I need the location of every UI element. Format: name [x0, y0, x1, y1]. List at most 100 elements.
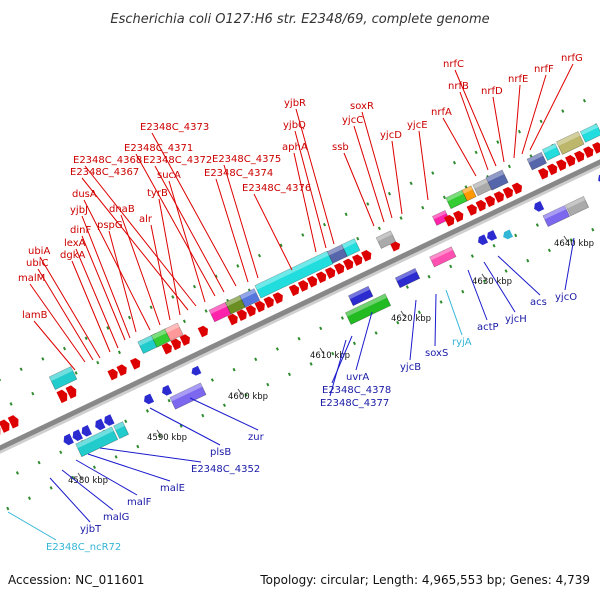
- gene-label-malf[interactable]: malF: [127, 497, 152, 508]
- gene-label-dnab[interactable]: dnaB: [109, 204, 135, 215]
- gene-arrow: [444, 210, 464, 227]
- gene-label-suca[interactable]: sucA: [157, 170, 181, 181]
- leader-male: [87, 453, 171, 482]
- gene-label-yjco[interactable]: yjcO: [555, 292, 577, 303]
- gene-label-plsb[interactable]: plsB: [210, 447, 231, 458]
- gene-label-acs[interactable]: acs: [530, 297, 547, 308]
- gene-box: [394, 268, 421, 289]
- gene-label-ssb[interactable]: ssb: [332, 142, 349, 153]
- gene-label-e2348c-4352[interactable]: E2348C_4352: [191, 464, 260, 475]
- gene-box: [348, 285, 374, 307]
- scale-tick-mark: [156, 429, 162, 437]
- scale-tick-label: 4620 kbp: [391, 314, 431, 324]
- gene-label-ubia[interactable]: ubiA: [28, 246, 50, 257]
- gene-box: [341, 238, 361, 257]
- gene-label-soxr[interactable]: soxR: [350, 101, 374, 112]
- gene-label-e2348c-4367[interactable]: E2348C_4367: [70, 167, 139, 178]
- leader-e2348c-4368: [84, 165, 197, 307]
- gene-label-e2348c-4371[interactable]: E2348C_4371: [124, 143, 193, 154]
- gene-label-nrfg[interactable]: nrfG: [561, 53, 583, 64]
- axis-line: [0, 159, 600, 451]
- gene-label-yjce[interactable]: yjcE: [407, 120, 428, 131]
- gene-label-nrfa[interactable]: nrfA: [431, 107, 452, 118]
- gene-box: [113, 421, 130, 440]
- gene-label-male[interactable]: malE: [160, 483, 185, 494]
- leader-dgka: [71, 260, 111, 353]
- gene-label-actp[interactable]: actP: [477, 322, 499, 333]
- gene-label-lexa[interactable]: lexA: [64, 238, 86, 249]
- gene-label-ryja[interactable]: ryjA: [452, 337, 472, 348]
- gene-label-yjbr[interactable]: yjbR: [284, 98, 306, 109]
- gene-label-e2348c-4375[interactable]: E2348C_4375: [212, 154, 281, 165]
- leader-yjcb: [409, 299, 417, 361]
- gene-label-yjcb[interactable]: yjcB: [400, 362, 421, 373]
- leader-malm: [29, 283, 86, 363]
- gene-label-e2348c-4377[interactable]: E2348C_4377: [320, 398, 389, 409]
- leader-nrfe: [513, 84, 521, 159]
- leader-nrfc: [454, 69, 497, 167]
- gene-arrow: [144, 393, 155, 405]
- gene-box: [75, 426, 119, 458]
- gene-box: [432, 209, 450, 226]
- gene-label-nrfd[interactable]: nrfD: [481, 86, 503, 97]
- leader-yjco: [564, 237, 575, 291]
- gene-label-e2348c-4378[interactable]: E2348C_4378: [322, 385, 391, 396]
- gene-label-nrfe[interactable]: nrfE: [508, 74, 528, 85]
- gene-arrow: [227, 292, 283, 326]
- gene-label-e2348c-4373[interactable]: E2348C_4373: [140, 122, 209, 133]
- gene-label-e2348c-ncr72[interactable]: E2348C_ncR72: [46, 542, 121, 553]
- gene-label-yjbj[interactable]: yjbJ: [70, 205, 88, 216]
- gene-label-yjcc[interactable]: yjcC: [342, 115, 363, 126]
- gene-label-alr[interactable]: alr: [139, 214, 153, 225]
- accession-text: Accession: NC_011601: [8, 573, 145, 587]
- scale-tick-label: 4580 kbp: [68, 476, 108, 486]
- gene-label-apha[interactable]: aphA: [282, 142, 308, 153]
- gene-label-zur[interactable]: zur: [248, 432, 265, 443]
- gene-label-tyrb[interactable]: tyrB: [147, 188, 168, 199]
- scale-tick-label: 4590 kbp: [147, 433, 187, 443]
- gene-box: [445, 189, 468, 210]
- gene-label-nrff[interactable]: nrfF: [534, 64, 554, 75]
- gene-label-e2348c-4372[interactable]: E2348C_4372: [143, 155, 212, 166]
- gene-label-nrfc[interactable]: nrfC: [443, 59, 464, 70]
- gene-label-malm[interactable]: malM: [18, 273, 45, 284]
- gene-label-malg[interactable]: malG: [103, 512, 129, 523]
- gene-box: [526, 151, 547, 171]
- gene-arrow: [390, 241, 401, 252]
- scale-tick-label: 4600 kbp: [228, 392, 268, 402]
- gene-arrow: [56, 385, 77, 404]
- gene-label-dgka[interactable]: dgkA: [60, 250, 85, 261]
- gene-label-soxs[interactable]: soxS: [425, 348, 448, 359]
- leader-e2348c-4378: [331, 335, 353, 384]
- gene-label-e2348c-4374[interactable]: E2348C_4374: [204, 168, 273, 179]
- leader-tyrb: [158, 198, 181, 316]
- gene-label-uvra[interactable]: uvrA: [346, 372, 369, 383]
- leader-acs: [497, 255, 541, 296]
- gene-label-yjbt[interactable]: yjbT: [80, 524, 102, 535]
- leader-yjcd: [391, 140, 403, 215]
- gene-box: [224, 295, 246, 315]
- leader-soxr: [361, 111, 393, 219]
- gene-label-lamb[interactable]: lamB: [22, 310, 48, 321]
- gene-box: [461, 185, 477, 202]
- gene-label-yjcd[interactable]: yjcD: [380, 130, 402, 141]
- gene-label-e2348c-4376[interactable]: E2348C_4376: [242, 183, 311, 194]
- gene-label-e2348c-4368[interactable]: E2348C_4368: [73, 155, 142, 166]
- gene-arrow: [466, 182, 523, 216]
- gene-label-yjch[interactable]: yjcH: [505, 314, 527, 325]
- gene-label-pspg[interactable]: pspG: [97, 220, 123, 231]
- gene-box: [164, 322, 184, 342]
- leader-nrfd: [492, 96, 505, 163]
- gene-box: [541, 143, 561, 161]
- gene-label-dusa[interactable]: dusA: [72, 189, 97, 200]
- leader-e2348c-4367: [81, 177, 189, 311]
- gene-box: [375, 230, 397, 249]
- gene-arrow: [197, 325, 208, 338]
- gene-label-dinf[interactable]: dinF: [70, 225, 91, 236]
- gene-arrow: [107, 364, 127, 381]
- scale-tick-label: 4640 kbp: [554, 239, 594, 249]
- gene-label-nrfb[interactable]: nrfB: [448, 81, 469, 92]
- gene-label-yjbq[interactable]: yjbQ: [283, 120, 306, 131]
- gene-label-ubic[interactable]: ubiC: [26, 258, 48, 269]
- gene-arrow: [534, 200, 545, 212]
